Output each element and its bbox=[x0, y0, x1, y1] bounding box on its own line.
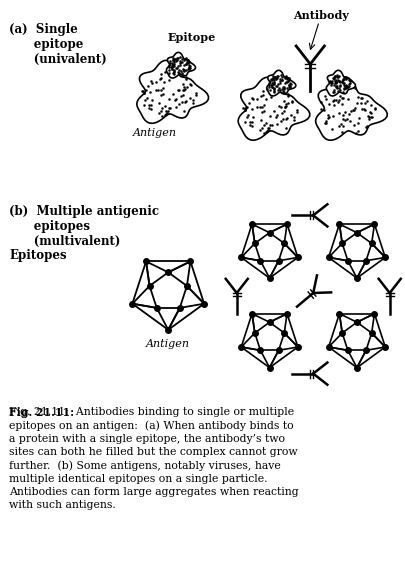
Polygon shape bbox=[315, 78, 386, 141]
Text: Fig. 21.11:  Antibodies binding to single or multiple
epitopes on an antigen:  (: Fig. 21.11: Antibodies binding to single… bbox=[9, 408, 298, 510]
Text: Fig. 21.11:: Fig. 21.11: bbox=[9, 408, 74, 419]
Polygon shape bbox=[266, 71, 295, 96]
Text: Antibody: Antibody bbox=[292, 10, 348, 21]
Polygon shape bbox=[166, 52, 195, 78]
Text: Antigen: Antigen bbox=[133, 128, 177, 138]
Polygon shape bbox=[136, 61, 208, 124]
Text: (a)  Single
      epitope
      (univalent): (a) Single epitope (univalent) bbox=[9, 23, 107, 66]
Text: Epitope: Epitope bbox=[168, 31, 216, 43]
Text: (b)  Multiple antigenic
      epitopes
      (multivalent): (b) Multiple antigenic epitopes (multiva… bbox=[9, 205, 159, 248]
Polygon shape bbox=[238, 78, 309, 141]
Text: Epitopes: Epitopes bbox=[9, 249, 67, 262]
Polygon shape bbox=[326, 71, 354, 96]
Text: Antigen: Antigen bbox=[146, 339, 190, 349]
